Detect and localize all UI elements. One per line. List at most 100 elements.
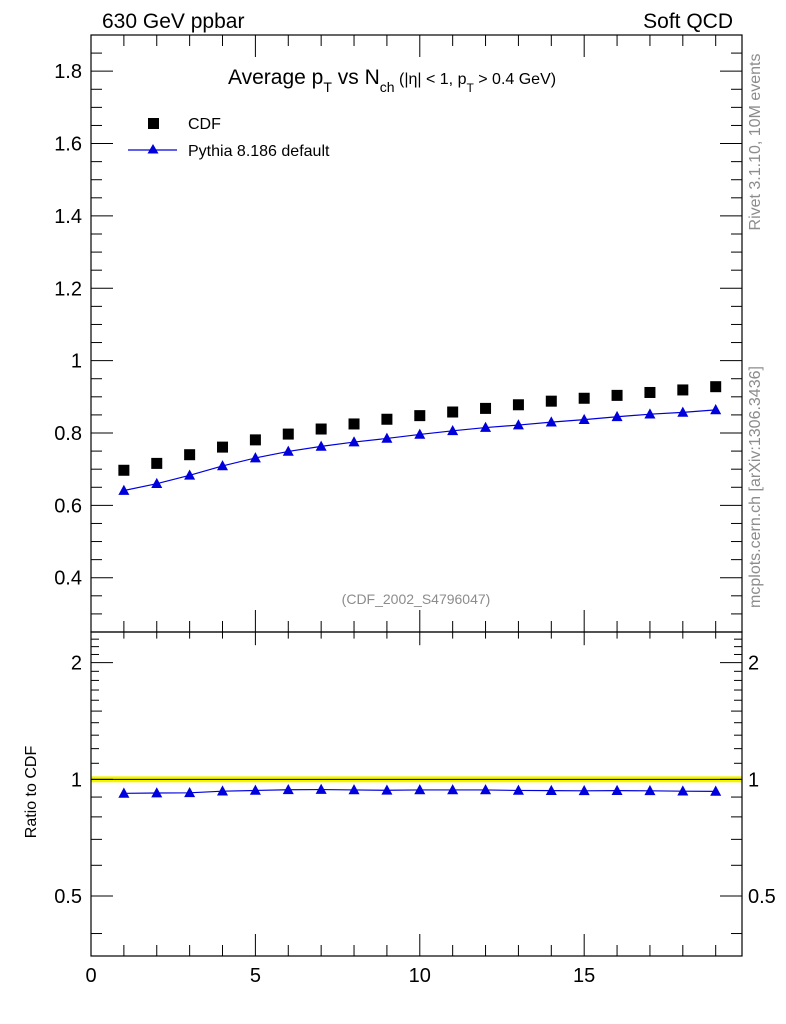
ratio-pythia-markers xyxy=(118,783,722,798)
title-vs-sub: ch xyxy=(380,79,395,95)
ratio-point xyxy=(282,783,294,795)
x-tick-label: 5 xyxy=(250,965,261,987)
ratio-tick-label-right: 1 xyxy=(748,769,759,791)
pythia-point xyxy=(118,484,130,495)
pythia-point xyxy=(249,452,261,463)
ratio-point xyxy=(414,784,426,795)
legend-label-cdf: CDF xyxy=(188,116,221,133)
ratio-panel: 0.5 0.5 1 1 2 2 xyxy=(54,631,776,957)
ratio-point xyxy=(545,784,557,795)
cdf-point xyxy=(282,428,294,440)
y-tick-label: 0.8 xyxy=(54,423,82,445)
pythia-point xyxy=(184,469,196,480)
cdf-point xyxy=(710,381,722,393)
y-tick-label: 1.6 xyxy=(54,134,82,156)
rivet-label: Rivet 3.1.10, 10M events xyxy=(747,54,764,231)
y-tick-label: 1.8 xyxy=(54,61,82,83)
pythia-point xyxy=(414,428,426,439)
title-vs: vs N xyxy=(332,66,380,89)
title-cut-close: > 0.4 GeV) xyxy=(474,71,556,88)
x-tick-label: 15 xyxy=(573,965,595,987)
ratio-point xyxy=(118,787,130,798)
pythia-point xyxy=(545,416,557,427)
pythia-markers xyxy=(118,404,722,495)
pythia-point xyxy=(677,406,689,417)
ratio-ylabel: Ratio to CDF xyxy=(23,746,40,839)
x-tick-labels: 0 5 10 15 xyxy=(85,965,595,987)
legend-marker-cdf xyxy=(148,118,159,129)
pythia-point xyxy=(151,477,163,489)
ratio-tick-label-right: 0.5 xyxy=(748,886,776,908)
cdf-point xyxy=(414,410,426,422)
pythia-point xyxy=(644,408,656,419)
cdf-point xyxy=(315,423,327,435)
ratio-point xyxy=(151,787,163,798)
ratio-point xyxy=(677,785,689,796)
pythia-point xyxy=(447,425,459,436)
chart-title: Average pT vs Nch (|η| < 1, pT > 0.4 GeV… xyxy=(228,66,556,95)
header-left: 630 GeV ppbar xyxy=(102,10,244,33)
pythia-point xyxy=(381,432,393,443)
title-cut-open: (|η| < 1, p xyxy=(395,71,467,88)
ratio-frame xyxy=(90,631,743,957)
cdf-point xyxy=(184,449,196,461)
ratio-point xyxy=(710,785,722,796)
cdf-point xyxy=(118,464,130,476)
ratio-point xyxy=(480,784,492,795)
ratio-point xyxy=(315,783,327,794)
pythia-point xyxy=(480,421,492,432)
ratio-point xyxy=(184,787,196,798)
ratio-point xyxy=(381,784,393,795)
y-tick-label: 0.4 xyxy=(54,568,82,590)
x-tick-label: 0 xyxy=(85,965,96,987)
ratio-point xyxy=(249,784,261,795)
cdf-point xyxy=(447,406,459,418)
mcplots-label: mcplots.cern.ch [arXiv:1306.3436] xyxy=(747,366,764,608)
y-tick-label: 0.6 xyxy=(54,495,82,517)
cdf-point xyxy=(677,384,689,396)
pythia-point xyxy=(348,436,360,447)
cdf-point xyxy=(611,389,623,401)
legend-marker-pythia xyxy=(147,144,159,154)
ratio-point xyxy=(348,784,360,795)
pythia-point xyxy=(710,404,722,415)
header-right: Soft QCD xyxy=(643,10,733,33)
ratio-tick-label: 1 xyxy=(71,769,82,791)
main-panel: 0.4 0.6 0.8 1 1.2 1.4 1.6 1.8 xyxy=(54,34,743,633)
pythia-point xyxy=(578,413,590,424)
cdf-markers xyxy=(118,381,722,476)
ratio-tick-label-right: 2 xyxy=(748,653,759,675)
ratio-point xyxy=(611,784,623,795)
cdf-point xyxy=(512,399,524,411)
pythia-point xyxy=(217,460,229,471)
cdf-point xyxy=(480,402,492,414)
ratio-point xyxy=(217,785,229,796)
title-cut-sub: T xyxy=(466,81,474,95)
ratio-point xyxy=(578,785,590,796)
pythia-point xyxy=(282,445,294,456)
cdf-point xyxy=(578,392,590,404)
ratio-point xyxy=(447,784,459,795)
analysis-watermark: (CDF_2002_S4796047) xyxy=(342,591,491,607)
cdf-point xyxy=(348,418,360,430)
ratio-tick-label: 0.5 xyxy=(54,886,82,908)
pythia-point xyxy=(611,410,623,422)
cdf-point xyxy=(545,395,557,407)
cdf-point xyxy=(151,457,163,469)
ratio-ticks xyxy=(90,632,742,956)
y-tick-label: 1.4 xyxy=(54,206,82,228)
pythia-point xyxy=(512,419,524,430)
ratio-point xyxy=(512,784,524,795)
main-tick-labels: 0.4 0.6 0.8 1 1.2 1.4 1.6 1.8 xyxy=(54,61,82,590)
y-tick-label: 1 xyxy=(71,351,82,373)
ratio-tick-label: 2 xyxy=(71,653,82,675)
pythia-point xyxy=(315,440,327,451)
cdf-point xyxy=(249,434,261,446)
y-tick-label: 1.2 xyxy=(54,278,82,300)
title-main-sub: T xyxy=(323,79,332,95)
cdf-point xyxy=(217,441,229,453)
x-tick-label: 10 xyxy=(409,965,431,987)
cdf-point xyxy=(381,413,393,425)
title-main: Average p xyxy=(228,66,323,89)
